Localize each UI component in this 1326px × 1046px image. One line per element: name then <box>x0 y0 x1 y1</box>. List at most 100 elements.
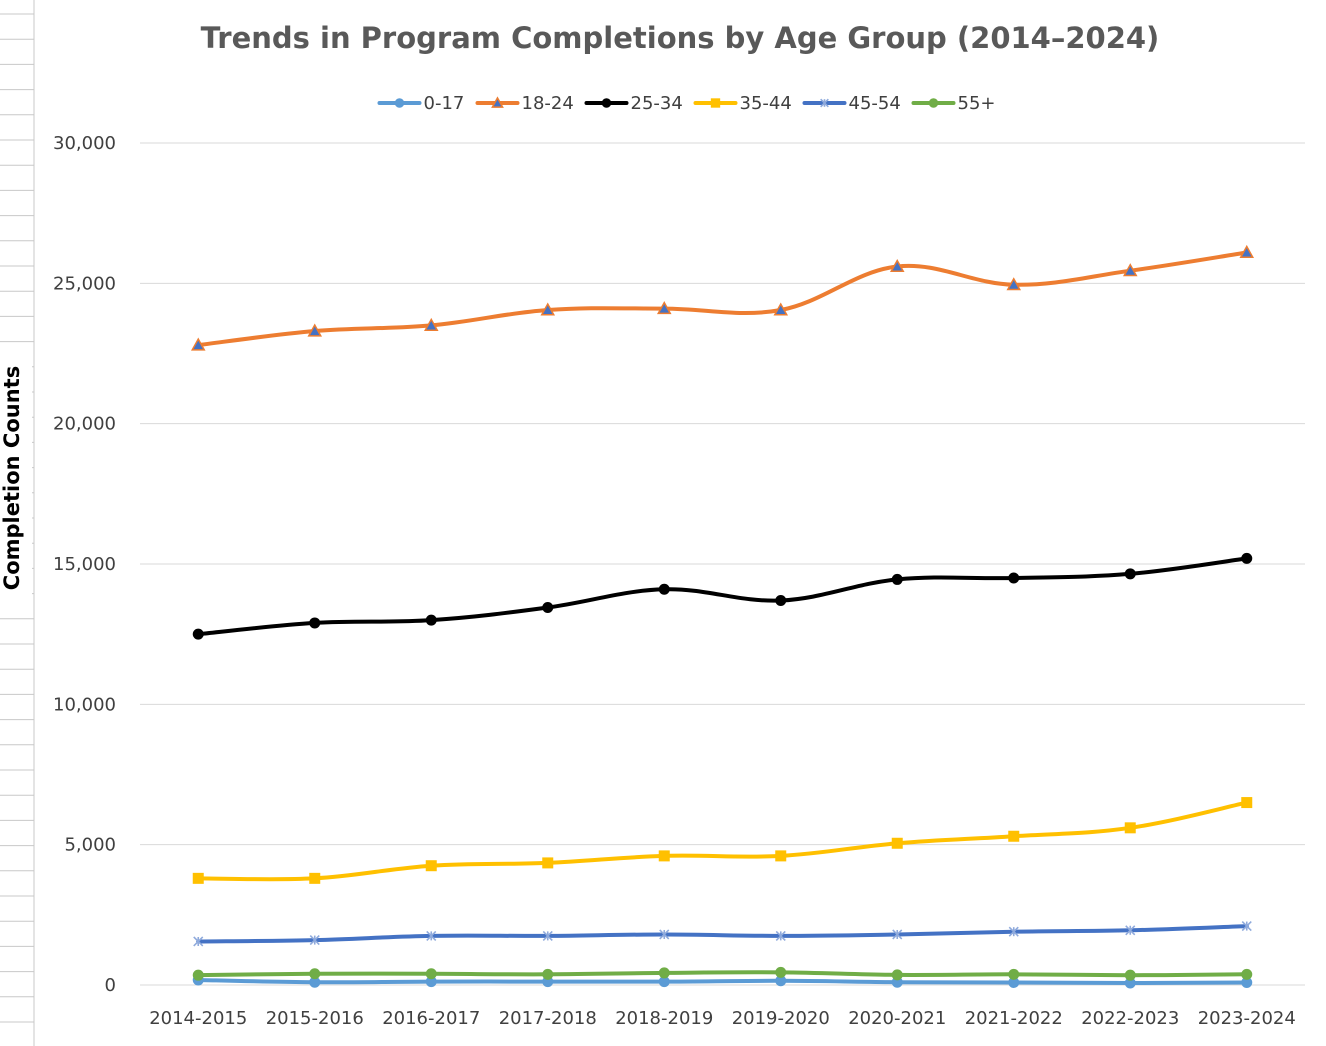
series-line-18-24 <box>196 250 1249 348</box>
data-point-35-44 <box>1008 830 1020 842</box>
data-point-45-54 <box>1008 926 1019 937</box>
data-point-25-34 <box>775 594 787 606</box>
data-point-35-44 <box>542 857 554 869</box>
legend-marker <box>928 98 939 108</box>
y-axis-ticks: 0 5,000 10,000 15,000 20,000 25,000 30,000 <box>53 133 116 996</box>
y-tick-label: 30,000 <box>53 133 116 154</box>
y-axis-label-background <box>0 348 32 606</box>
data-point-25-34 <box>542 602 554 614</box>
x-tick-label: 2021-2022 <box>965 1008 1063 1029</box>
data-point-25-34 <box>192 628 204 640</box>
legend-marker <box>601 98 612 108</box>
data-point-35-44 <box>891 837 903 849</box>
legend-label: 0-17 <box>424 93 465 114</box>
series-18-24 <box>190 244 1255 351</box>
data-point-25-34 <box>425 614 437 626</box>
data-point-35-44 <box>425 860 437 872</box>
data-point-18-24 <box>1239 244 1255 259</box>
data-point-35-44 <box>658 850 670 862</box>
y-tick-label: 20,000 <box>53 414 116 435</box>
legend-label: 35-44 <box>740 93 792 114</box>
legend-item-45-54: 45-54 <box>802 93 901 114</box>
y-tick-label: 0 <box>105 975 116 996</box>
data-point-45-54 <box>426 930 437 941</box>
legend-item-25-34: 25-34 <box>584 93 683 114</box>
data-point-55- <box>309 968 321 980</box>
data-point-55- <box>542 968 554 980</box>
data-point-18-24 <box>656 301 672 315</box>
data-point-55- <box>1124 969 1136 981</box>
legend-marker <box>394 98 405 108</box>
data-point-18-24 <box>1006 277 1022 291</box>
data-point-45-54 <box>892 929 903 940</box>
data-point-55- <box>775 966 787 978</box>
data-point-18-24 <box>889 258 905 273</box>
series-line-25-34 <box>196 556 1249 637</box>
legend-marker <box>710 98 721 108</box>
x-tick-label: 2022-2023 <box>1081 1008 1179 1029</box>
data-point-55- <box>192 969 204 981</box>
data-point-35-44 <box>1241 797 1253 809</box>
data-point-45-54 <box>542 930 553 941</box>
data-point-25-34 <box>658 583 670 595</box>
legend-item-55-: 55+ <box>911 93 996 114</box>
y-tick-label: 10,000 <box>53 694 116 715</box>
data-point-45-54 <box>1125 925 1136 936</box>
series-0-17 <box>192 974 1253 989</box>
series-line-45-54 <box>196 924 1249 944</box>
y-tick-label: 15,000 <box>53 554 116 575</box>
legend: 0-17 18-24 25-34 35-44 45-54 55+ <box>377 93 996 114</box>
data-point-18-24 <box>307 323 323 337</box>
data-point-25-34 <box>309 617 321 629</box>
chart-title: Trends in Program Completions by Age Gro… <box>201 21 1160 55</box>
y-axis-label: Completion Counts <box>0 366 24 590</box>
series-45-54 <box>193 920 1252 947</box>
data-point-45-54 <box>1241 920 1252 932</box>
data-point-35-44 <box>1124 822 1136 834</box>
x-axis-ticks: 2014-2015 2015-2016 2016-2017 2017-2018 2018… <box>149 1008 1296 1029</box>
x-tick-label: 2019-2020 <box>732 1008 830 1029</box>
x-tick-label: 2018-2019 <box>615 1008 713 1029</box>
series-group <box>190 244 1255 989</box>
data-point-55- <box>891 969 903 981</box>
x-tick-label: 2015-2016 <box>266 1008 364 1029</box>
data-point-25-34 <box>1124 568 1136 580</box>
data-point-55- <box>658 967 670 979</box>
data-point-45-54 <box>309 935 320 946</box>
x-tick-label: 2014-2015 <box>149 1008 247 1029</box>
series-line-0-17 <box>196 977 1249 985</box>
series-line-55- <box>196 970 1249 978</box>
grid-lines <box>140 142 1305 986</box>
data-point-45-54 <box>193 936 204 947</box>
data-point-18-24 <box>773 302 789 316</box>
legend-item-18-24: 18-24 <box>475 93 574 114</box>
legend-marker <box>491 96 504 108</box>
data-point-18-24 <box>190 337 206 351</box>
data-point-25-34 <box>1241 552 1253 564</box>
data-point-18-24 <box>423 317 439 331</box>
data-point-55- <box>425 968 437 980</box>
data-point-35-44 <box>192 872 204 884</box>
legend-label: 25-34 <box>631 93 683 114</box>
data-point-45-54 <box>659 929 670 940</box>
series-line-35-44 <box>196 800 1249 882</box>
data-point-25-34 <box>891 573 903 585</box>
legend-item-35-44: 35-44 <box>693 93 792 114</box>
x-tick-label: 2017-2018 <box>499 1008 597 1029</box>
y-tick-label: 25,000 <box>53 273 116 294</box>
data-point-25-34 <box>1008 572 1020 584</box>
data-point-55- <box>1241 968 1253 980</box>
legend-marker <box>820 98 829 108</box>
legend-item-0-17: 0-17 <box>377 93 465 114</box>
series-25-34 <box>192 552 1253 640</box>
data-point-35-44 <box>775 850 787 862</box>
series-35-44 <box>192 797 1253 884</box>
data-point-55- <box>1008 968 1020 980</box>
data-point-18-24 <box>1122 263 1138 277</box>
legend-label: 18-24 <box>522 93 574 114</box>
data-point-18-24 <box>540 302 556 316</box>
x-tick-label: 2016-2017 <box>382 1008 480 1029</box>
x-tick-label: 2020-2021 <box>848 1008 946 1029</box>
legend-label: 45-54 <box>849 93 901 114</box>
